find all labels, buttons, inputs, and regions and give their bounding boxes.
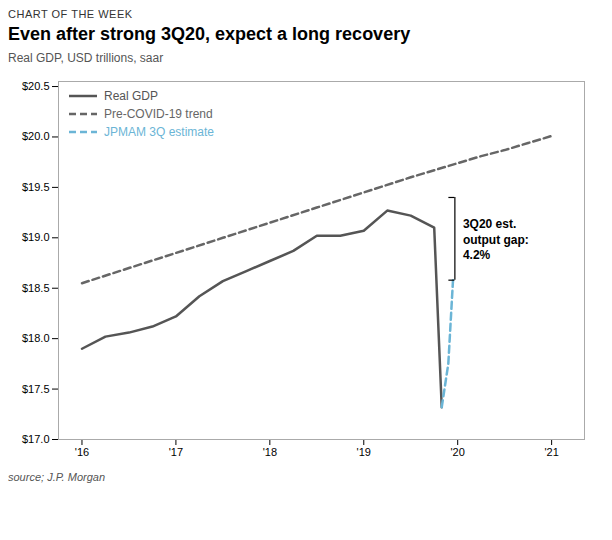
- html-text:Pre-COVID-19 trend: Pre-COVID-19 trend: [104, 107, 213, 121]
- svg-text:'19: '19: [357, 446, 371, 458]
- svg-text:'17: '17: [169, 446, 183, 458]
- svg-text:$20.0: $20.0: [22, 130, 50, 142]
- svg-text:'20: '20: [451, 446, 465, 458]
- html-text:CHART OF THE WEEK: CHART OF THE WEEK: [8, 8, 133, 20]
- svg-text:'16: '16: [75, 446, 89, 458]
- svg-text:$17.0: $17.0: [22, 433, 50, 445]
- html-text:JPMAM 3Q estimate: JPMAM 3Q estimate: [104, 125, 214, 139]
- svg-text:3Q20 est.output gap:4.2%: 3Q20 est.output gap:4.2%: [463, 217, 529, 262]
- html-text:source; J.P. Morgan: source; J.P. Morgan: [8, 471, 105, 483]
- svg-text:$18.5: $18.5: [22, 282, 50, 294]
- svg-text:'18: '18: [263, 446, 277, 458]
- svg-text:$18.0: $18.0: [22, 332, 50, 344]
- svg-text:$19.0: $19.0: [22, 231, 50, 243]
- svg-text:'21: '21: [544, 446, 558, 458]
- html-text:Even after strong 3Q20, expect: Even after strong 3Q20, expect a long re…: [8, 24, 411, 44]
- svg-text:$20.5: $20.5: [22, 80, 50, 92]
- svg-text:$17.5: $17.5: [22, 383, 50, 395]
- html-text:Real GDP: Real GDP: [104, 89, 158, 103]
- html-text:Real GDP, USD trillions, saar: Real GDP, USD trillions, saar: [8, 51, 164, 65]
- svg-text:$19.5: $19.5: [22, 181, 50, 193]
